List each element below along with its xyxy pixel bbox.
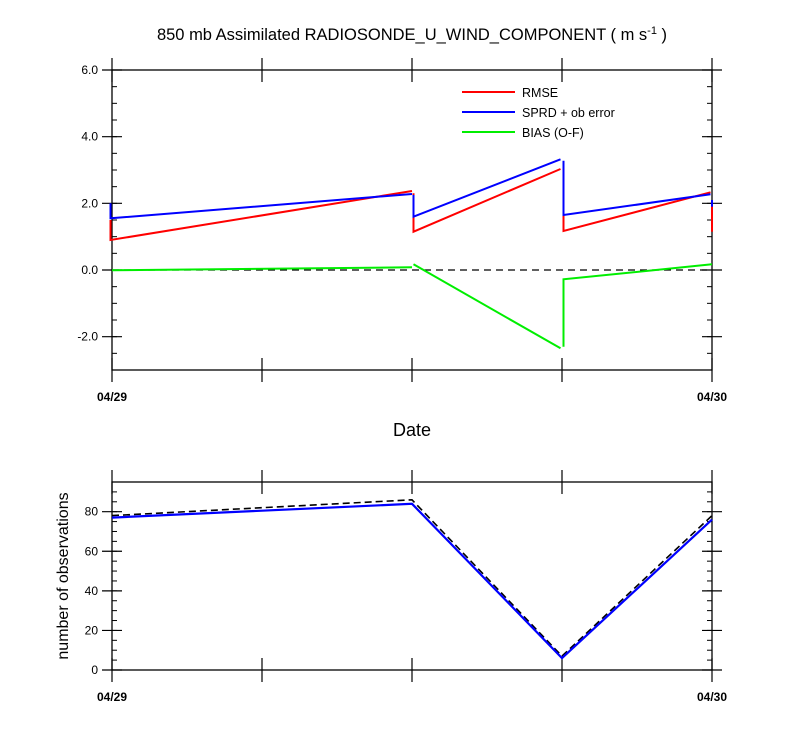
bottom-y-tick-label: 0 <box>91 663 98 677</box>
legend: RMSE SPRD + ob error BIAS (O-F) <box>462 86 615 140</box>
top-series-bias-o-f-line <box>111 266 413 272</box>
bottom-y-tick-label: 80 <box>85 505 99 519</box>
bottom-y-axis-label: number of observations <box>55 492 72 659</box>
bottom-x-date-label: 04/30 <box>697 690 727 704</box>
top-y-tick-label: -2.0 <box>77 330 98 344</box>
top-y-tick-label: 6.0 <box>81 63 98 77</box>
chart-title: 850 mb Assimilated RADIOSONDE_U_WIND_COM… <box>157 25 667 44</box>
top-series-sprd-ob-error-line <box>109 193 413 220</box>
chart-title-exponent: -1 <box>647 25 657 37</box>
legend-label-bias: BIAS (O-F) <box>522 126 584 140</box>
bottom-series-possible-observations-line <box>111 498 713 658</box>
bottom-y-tick-label: 40 <box>85 584 99 598</box>
legend-label-rmse: RMSE <box>522 86 558 100</box>
bottom-y-tick-label: 60 <box>85 544 99 558</box>
top-x-date-label: 04/30 <box>697 390 727 404</box>
top-y-tick-label: 0.0 <box>81 263 98 277</box>
top-series-sprd-ob-error-line <box>562 160 711 217</box>
bottom-y-tick-label: 20 <box>85 623 99 637</box>
top-series-rmse-line <box>109 190 413 242</box>
bottom-series-assimilated-observations-line <box>111 502 713 660</box>
bottom-x-date-label: 04/29 <box>97 690 127 704</box>
top-series-bias-o-f-line <box>413 263 561 350</box>
top-panel: -2.0 0.0 2.0 4.0 6.0 04/29 04/30 <box>77 58 727 404</box>
top-x-date-label: 04/29 <box>97 390 127 404</box>
chart-title-close: ) <box>657 26 667 44</box>
top-y-tick-label: 2.0 <box>81 196 98 210</box>
top-y-tick-label: 4.0 <box>81 130 98 144</box>
bottom-panel: 0 20 40 60 80 04/29 04/30 <box>85 470 727 704</box>
legend-label-sprd: SPRD + ob error <box>522 106 615 120</box>
top-x-axis-label: Date <box>393 420 431 440</box>
top-series-sprd-ob-error-line <box>412 158 561 219</box>
top-series-bias-o-f-line <box>562 263 713 347</box>
